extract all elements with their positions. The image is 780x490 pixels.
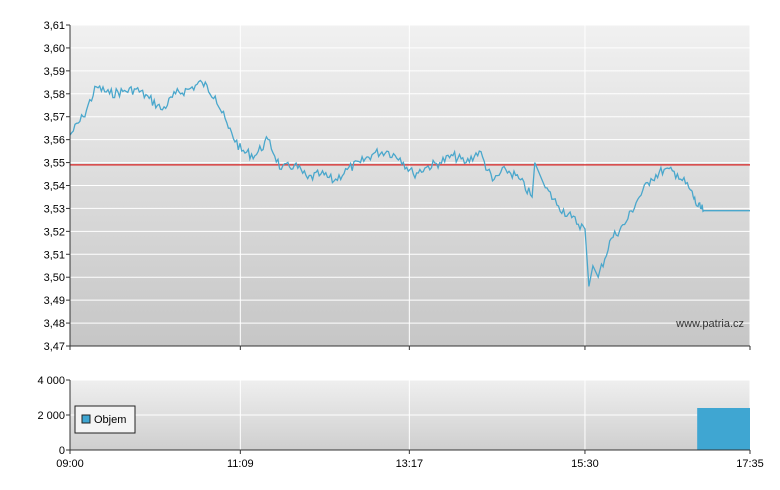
volume-legend: Objem — [74, 405, 136, 434]
x-tick-label: 13:17 — [396, 458, 424, 470]
volume-y-tick-label: 2 000 — [37, 410, 65, 422]
price-y-tick-label: 3,55 — [44, 158, 65, 170]
price-y-tick-label: 3,49 — [44, 295, 65, 307]
x-tick-label: 15:30 — [571, 458, 599, 470]
price-series-line — [69, 79, 750, 287]
price-y-tick-label: 3,61 — [44, 20, 65, 32]
volume-y-tick-label: 0 — [59, 445, 65, 457]
volume-bars — [697, 408, 750, 450]
price-y-tick-label: 3,48 — [44, 318, 65, 330]
volume-x-axis: 09:00 11:09 13:17 15:30 17:35 — [56, 450, 764, 470]
volume-chart: 0 2 000 4 000 09:00 11:09 13:17 15:30 17:35 Ob… — [37, 375, 763, 470]
x-tick-label: 17:35 — [736, 458, 764, 470]
price-y-tick-label: 3,52 — [44, 226, 65, 238]
x-tick-label: 09:00 — [56, 458, 84, 470]
legend-swatch — [81, 414, 91, 424]
x-tick-label: 11:09 — [227, 458, 254, 470]
price-y-tick-label: 3,53 — [44, 203, 65, 215]
volume-bar — [697, 408, 750, 450]
price-grid — [69, 24, 751, 347]
price-y-axis: 3,47 3,48 3,49 3,50 3,51 3,52 3,53 3,54 3,55 3,56… — [44, 20, 70, 353]
volume-y-tick-label: 4 000 — [37, 375, 65, 387]
price-y-tick-label: 3,47 — [44, 341, 65, 353]
price-y-tick-label: 3,54 — [44, 181, 65, 193]
price-y-tick-label: 3,56 — [44, 135, 65, 147]
price-y-tick-label: 3,60 — [44, 43, 65, 55]
price-y-tick-label: 3,59 — [44, 66, 65, 78]
price-y-tick-label: 3,51 — [44, 249, 65, 261]
price-y-tick-label: 3,57 — [44, 112, 65, 124]
watermark: www.patria.cz — [675, 318, 744, 330]
price-y-tick-label: 3,58 — [44, 89, 65, 101]
legend-label: Objem — [94, 414, 126, 426]
price-chart: 3,47 3,48 3,49 3,50 3,51 3,52 3,53 3,54 3,55 3,56… — [44, 20, 751, 353]
price-y-tick-label: 3,50 — [44, 272, 65, 284]
price-x-ticks — [69, 346, 751, 350]
volume-y-axis: 0 2 000 4 000 — [37, 375, 70, 457]
